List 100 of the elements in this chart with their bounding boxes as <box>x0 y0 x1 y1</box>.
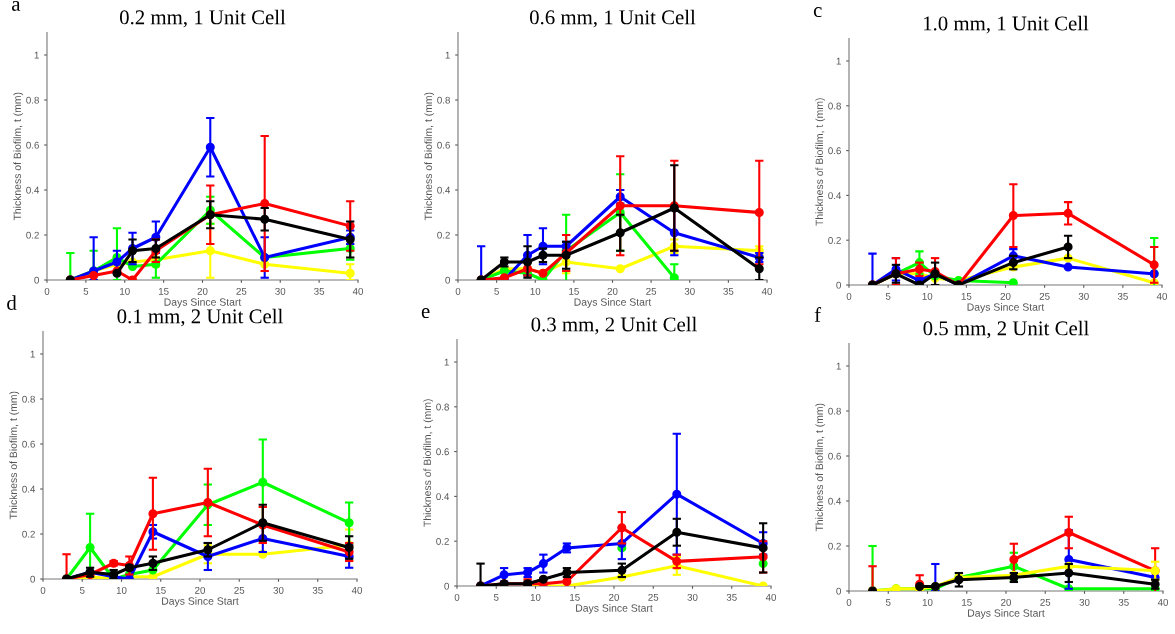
x-tick-label: 20 <box>609 593 620 601</box>
x-axis-title: Days Since Start <box>968 609 1045 619</box>
y-axis-title: Thickness of Biofilm, t (mm) <box>815 98 826 226</box>
x-tick-label: 5 <box>885 293 891 300</box>
x-axis-title: Days Since Start <box>162 597 239 607</box>
x-tick-label: 5 <box>494 288 499 295</box>
y-tick-label: 0.6 <box>22 440 35 448</box>
chart-title: 0.6 mm, 1 Unit Cell <box>529 9 696 28</box>
x-axis-title: Days Since Start <box>967 303 1045 313</box>
y-tick-label: 0.6 <box>26 141 39 149</box>
y-tick-label: 0.6 <box>828 147 841 155</box>
x-tick-label: 0 <box>40 586 46 594</box>
x-tick-label: 15 <box>156 587 166 594</box>
chart-title: 0.2 mm, 1 Unit Cell <box>119 9 286 28</box>
chart-title: 0.3 mm, 2 Unit Cell <box>531 316 697 335</box>
x-tick-label: 10 <box>922 598 933 606</box>
x-tick-label: 15 <box>962 599 972 606</box>
y-tick-label: 1 <box>34 51 39 59</box>
x-tick-label: 20 <box>1001 598 1012 606</box>
y-tick-label: 1 <box>445 51 450 59</box>
y-tick-label: 1 <box>30 350 35 358</box>
y-tick-label: 0.4 <box>26 186 40 194</box>
x-tick-label: 40 <box>761 287 773 295</box>
x-tick-label: 20 <box>197 287 208 295</box>
x-tick-label: 5 <box>79 587 85 594</box>
x-tick-label: 0 <box>454 593 460 601</box>
y-tick-label: 0.6 <box>436 448 449 456</box>
chart-title: 0.5 mm, 2 Unit Cell <box>923 320 1089 339</box>
x-tick-label: 5 <box>885 599 891 606</box>
x-tick-label: 25 <box>234 586 245 594</box>
y-tick-label: 0.8 <box>437 96 450 104</box>
x-tick-label: 20 <box>1000 292 1011 300</box>
text: a <box>12 0 21 11</box>
x-tick-label: 25 <box>646 287 657 295</box>
y-tick-label: 0.8 <box>436 403 449 411</box>
y-axis-title: Thickness of Biofilm, t (mm) <box>815 403 826 532</box>
y-tick-label: 0 <box>445 276 450 284</box>
y-tick-label: 0.6 <box>437 141 450 149</box>
y-tick-label: 0.2 <box>828 542 841 550</box>
x-tick-label: 15 <box>158 288 169 295</box>
y-tick-label: 0.2 <box>436 537 449 545</box>
text: e <box>421 308 430 319</box>
x-tick-label: 20 <box>607 287 618 295</box>
chart-title: 0.1 mm, 2 Unit Cell <box>117 308 283 327</box>
x-tick-label: 10 <box>922 292 933 300</box>
x-tick-label: 25 <box>236 287 247 295</box>
y-tick-label: 0.8 <box>22 395 35 403</box>
text: f <box>814 307 822 322</box>
y-tick-label: 0.4 <box>22 485 36 493</box>
x-tick-label: 0 <box>44 287 50 295</box>
x-tick-label: 10 <box>120 287 130 295</box>
x-axis-title: Days Since Start <box>576 604 653 614</box>
y-tick-label: 1 <box>836 362 841 370</box>
y-tick-label: 0 <box>34 276 39 284</box>
y-tick-label: 1 <box>444 358 449 366</box>
y-tick-label: 0.6 <box>828 452 841 460</box>
y-tick-label: 0.4 <box>828 497 842 505</box>
y-tick-label: 0.2 <box>22 530 35 538</box>
x-tick-label: 20 <box>195 586 206 594</box>
y-tick-label: 0.2 <box>26 231 39 239</box>
x-tick-label: 0 <box>846 598 852 606</box>
y-tick-label: 0.8 <box>828 102 841 110</box>
x-axis-title: Days Since Start <box>574 298 652 308</box>
y-axis-title: Thickness of Biofilm, t (mm) <box>423 399 434 527</box>
x-tick-label: 15 <box>569 288 579 295</box>
x-tick-label: 25 <box>648 593 659 601</box>
x-tick-label: 10 <box>530 287 541 295</box>
y-tick-label: 0.8 <box>26 96 39 104</box>
x-tick-label: 35 <box>314 287 325 295</box>
x-tick-label: 40 <box>765 593 777 601</box>
y-tick-label: 0.4 <box>436 493 450 501</box>
x-tick-label: 40 <box>1157 598 1169 606</box>
y-tick-label: 0.4 <box>828 192 842 200</box>
x-tick-label: 5 <box>493 594 499 601</box>
x-tick-label: 30 <box>687 593 698 601</box>
x-tick-label: 35 <box>726 593 737 601</box>
x-tick-label: 35 <box>312 586 323 594</box>
x-tick-label: 40 <box>351 586 363 594</box>
x-tick-label: 10 <box>116 586 127 594</box>
x-tick-label: 40 <box>352 287 364 295</box>
x-tick-label: 15 <box>570 594 580 601</box>
y-tick-label: 0.2 <box>437 231 450 239</box>
x-tick-label: 30 <box>1078 292 1089 300</box>
y-tick-label: 0 <box>30 575 35 583</box>
x-tick-label: 30 <box>275 287 286 295</box>
x-tick-label: 5 <box>83 288 89 295</box>
x-tick-label: 10 <box>530 593 541 601</box>
x-tick-label: 0 <box>846 292 852 300</box>
x-axis-title: Days Since Start <box>164 298 242 308</box>
x-tick-label: 30 <box>684 287 695 295</box>
x-tick-label: 35 <box>1118 598 1129 606</box>
x-tick-label: 25 <box>1040 598 1051 606</box>
chart-title: 1.0 mm, 1 Unit Cell <box>924 15 1089 34</box>
y-tick-label: 0.8 <box>828 407 841 415</box>
y-tick-label: 0.2 <box>828 236 841 244</box>
x-tick-label: 30 <box>1079 598 1090 606</box>
x-tick-label: 35 <box>723 287 734 295</box>
y-tick-label: 0 <box>836 281 841 289</box>
text: d <box>7 295 17 310</box>
x-tick-label: 40 <box>1156 292 1168 300</box>
